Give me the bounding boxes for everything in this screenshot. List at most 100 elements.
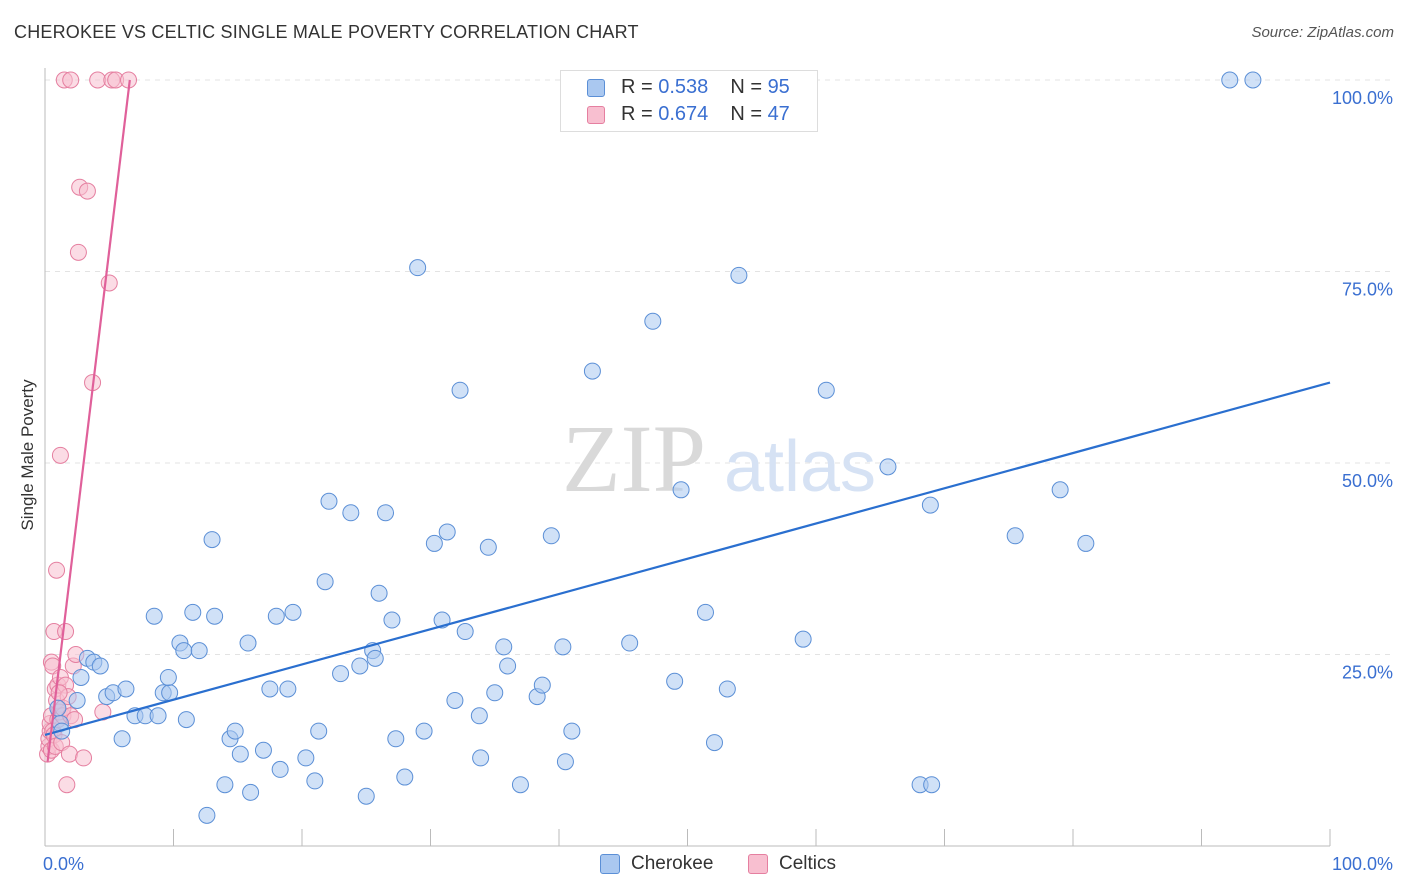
cherokee-points	[49, 71, 1262, 824]
cherokee-point	[479, 538, 497, 556]
cherokee-point	[1244, 71, 1262, 89]
legend-swatch-celtics	[587, 106, 605, 124]
cherokee-point	[231, 745, 249, 763]
cherokee-point	[563, 722, 581, 740]
cherokee-point	[357, 787, 375, 805]
chart-title: CHEROKEE VS CELTIC SINGLE MALE POVERTY C…	[14, 22, 639, 42]
cherokee-point	[1221, 71, 1239, 89]
cherokee-point	[342, 504, 360, 522]
cherokee-point	[495, 638, 513, 656]
cherokee-point	[203, 531, 221, 549]
cherokee-point	[583, 362, 601, 380]
cherokee-point	[72, 668, 90, 686]
cherokee-point	[499, 657, 517, 675]
cherokee-point	[718, 680, 736, 698]
cherokee-trend-line	[44, 381, 1331, 736]
celtics-trend-line	[46, 79, 131, 762]
cherokee-point	[117, 680, 135, 698]
cherokee-point	[451, 381, 469, 399]
cherokee-point	[113, 730, 131, 748]
cherokee-point	[383, 611, 401, 629]
cherokee-point	[387, 730, 405, 748]
cherokee-point	[446, 691, 464, 709]
cherokee-point	[542, 527, 560, 545]
cherokee-point	[425, 534, 443, 552]
cherokee-point	[370, 584, 388, 602]
cherokee-point	[177, 711, 195, 729]
cherokee-point	[239, 634, 257, 652]
cherokee-point	[175, 642, 193, 660]
cherokee-point	[206, 607, 224, 625]
legend-r-value-cherokee: 0.538	[658, 76, 709, 98]
cherokee-point	[91, 657, 109, 675]
cherokee-point	[456, 623, 474, 641]
cherokee-point	[730, 266, 748, 284]
grid-lines	[45, 79, 1395, 655]
y-tick-label: 50.0%	[1342, 471, 1393, 491]
watermark-atlas: atlas	[724, 427, 876, 507]
legend-r-value-celtics: 0.674	[658, 103, 709, 125]
trend-lines	[44, 79, 1331, 762]
cherokee-point	[279, 680, 297, 698]
cherokee-point	[284, 603, 302, 621]
y-tick-label: 75.0%	[1342, 280, 1393, 300]
bottom-legend-label-celtics: Celtics	[779, 853, 837, 874]
celtics-point	[48, 561, 66, 579]
cherokee-point	[486, 684, 504, 702]
legend-n-value-celtics: 47	[767, 103, 790, 125]
x-tick-label: 100.0%	[1332, 854, 1393, 874]
y-tick-label: 25.0%	[1342, 663, 1393, 683]
cherokee-point	[794, 630, 812, 648]
cherokee-point	[159, 668, 177, 686]
cherokee-point	[297, 749, 315, 767]
celtics-point	[60, 745, 78, 763]
cherokee-point	[923, 776, 941, 794]
cherokee-point	[267, 607, 285, 625]
legend-n-label: N =	[730, 103, 768, 125]
celtics-point	[69, 243, 87, 261]
cherokee-point	[316, 573, 334, 591]
cherokee-point	[351, 657, 369, 675]
cherokee-point	[556, 753, 574, 771]
celtics-point	[51, 446, 69, 464]
cherokee-point	[511, 776, 529, 794]
cherokee-point	[409, 259, 427, 277]
bottom-legend-swatch-celtics	[748, 854, 768, 874]
bottom-legend-swatch-cherokee	[600, 854, 620, 874]
correlation-legend: R = 0.538 N = 95 R = 0.674 N = 47	[560, 70, 818, 132]
cherokee-point	[242, 783, 260, 801]
cherokee-point	[216, 776, 234, 794]
cherokee-point	[644, 312, 662, 330]
cherokee-point	[184, 603, 202, 621]
cherokee-point	[198, 806, 216, 824]
cherokee-point	[1077, 534, 1095, 552]
cherokee-point	[1051, 481, 1069, 499]
cherokee-point	[190, 642, 208, 660]
cherokee-point	[696, 603, 714, 621]
legend-r-label: R =	[621, 103, 659, 125]
cherokee-point	[68, 691, 86, 709]
cherokee-point	[554, 638, 572, 656]
cherokee-point	[306, 772, 324, 790]
bottom-legend-label-cherokee: Cherokee	[631, 853, 714, 874]
cherokee-point	[366, 649, 384, 667]
celtics-point	[57, 623, 75, 641]
legend-swatch-cherokee	[587, 79, 605, 97]
cherokee-point	[472, 749, 490, 767]
celtics-point	[50, 684, 68, 702]
cherokee-point	[320, 492, 338, 510]
celtics-point	[89, 71, 107, 89]
legend-n-value-cherokee: 95	[767, 76, 790, 98]
cherokee-point	[470, 707, 488, 725]
cherokee-point	[149, 707, 167, 725]
cherokee-point	[921, 496, 939, 514]
cherokee-point	[666, 672, 684, 690]
cherokee-point	[254, 741, 272, 759]
y-tick-label: 100.0%	[1332, 88, 1393, 108]
cherokee-point	[261, 680, 279, 698]
cherokee-point	[226, 722, 244, 740]
celtics-point	[78, 182, 96, 200]
cherokee-point	[310, 722, 328, 740]
source-credit: Source: ZipAtlas.com	[1251, 24, 1394, 41]
